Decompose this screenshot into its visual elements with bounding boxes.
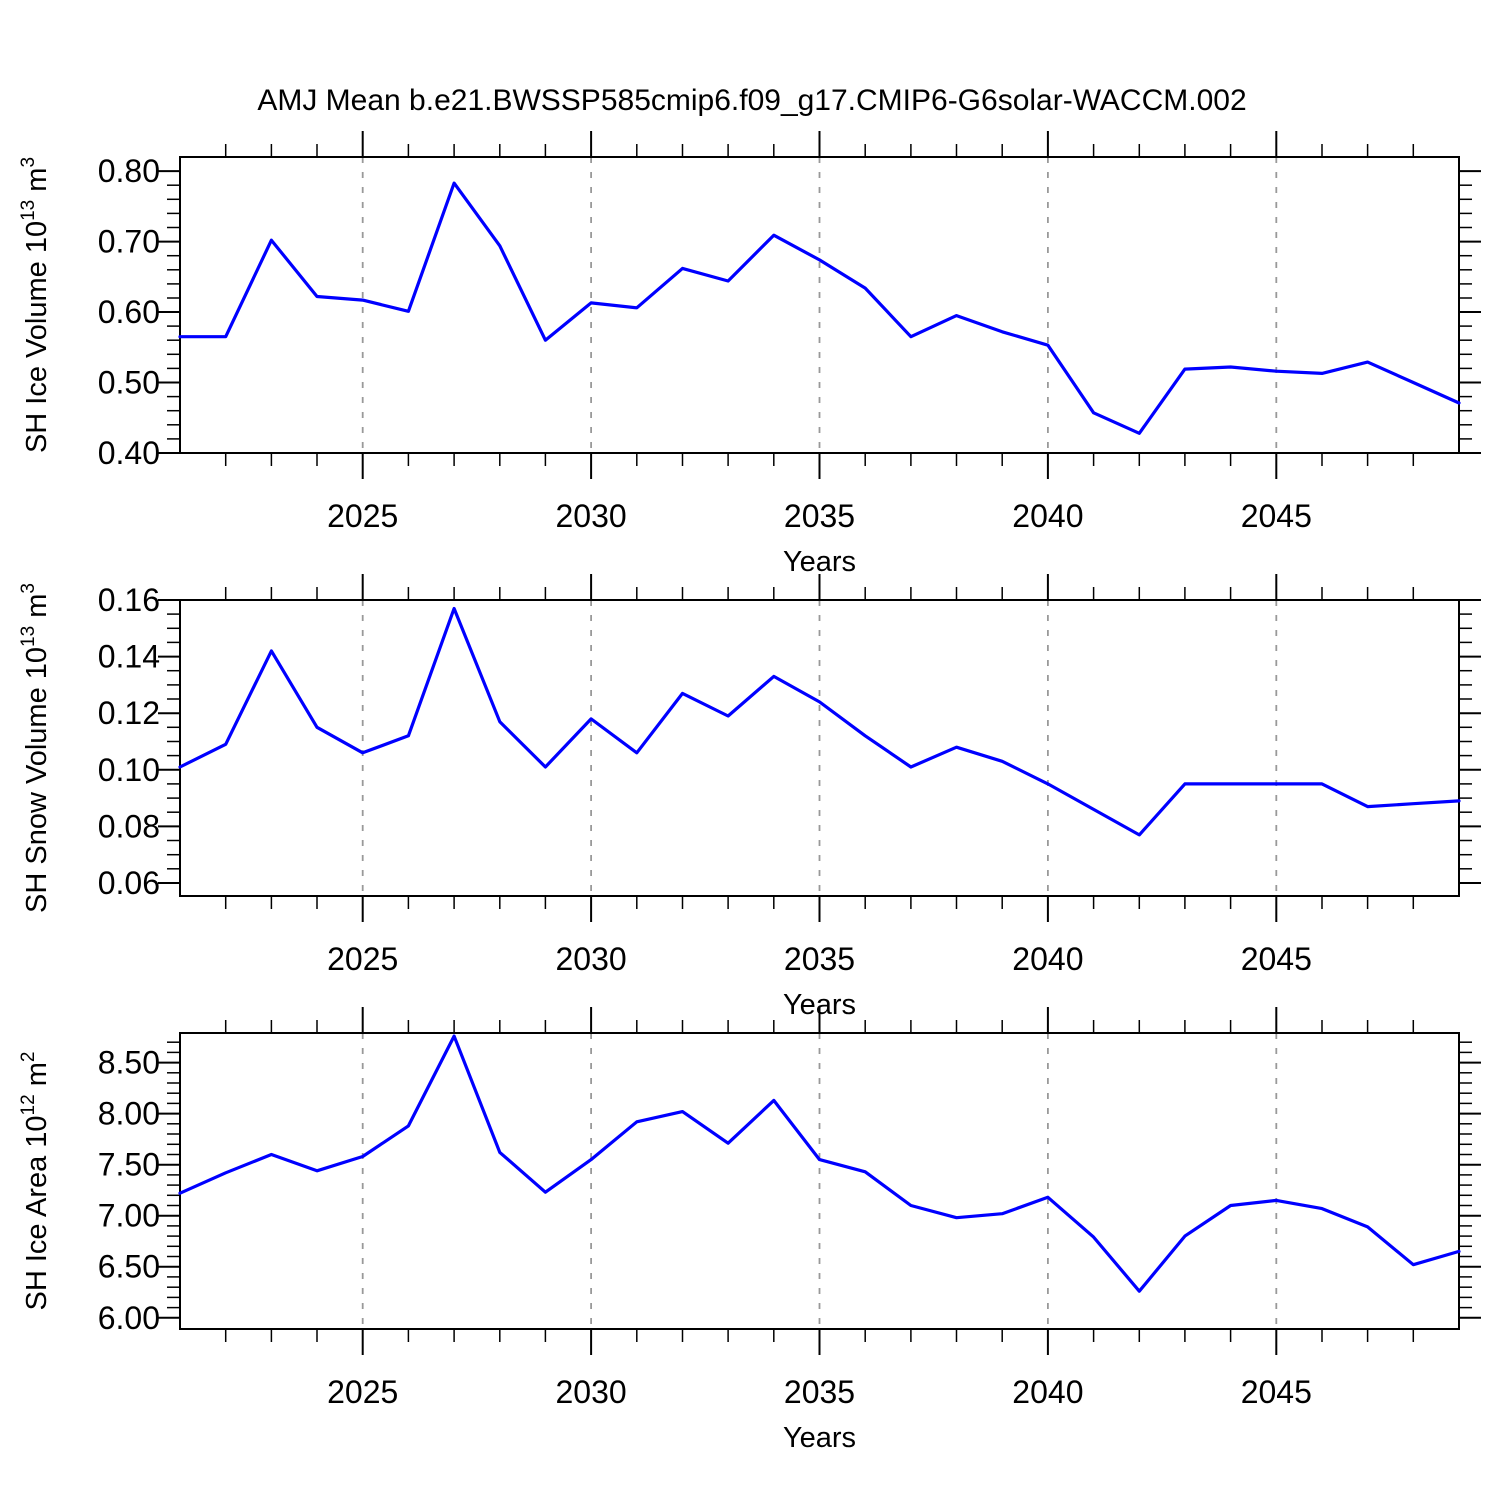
x-tick-label: 2035 xyxy=(784,941,855,977)
x-tick-label: 2035 xyxy=(784,1374,855,1410)
plot-frame xyxy=(179,599,1460,897)
panel-sh-ice-volume: 0.40 0.50 0.60 0.70 0.80 2025 2030 2035 2040 2045… xyxy=(18,131,1481,578)
x-tick-label: 2025 xyxy=(327,1374,398,1410)
x-tick-label: 2030 xyxy=(556,941,627,977)
y-axis-title: SH Ice Area 1012 m2 xyxy=(18,1052,53,1311)
panel-sh-ice-area: 6.00 6.50 7.00 7.50 8.00 8.50 2025 2030 2035 2040… xyxy=(18,1007,1481,1454)
plot-frame xyxy=(179,1032,1460,1330)
y-tick-label: 8.00 xyxy=(98,1096,160,1132)
y-tick-label: 0.06 xyxy=(98,865,160,901)
panel-sh-snow-volume: 0.06 0.08 0.10 0.12 0.14 0.16 2025 2030 2035 2040… xyxy=(18,574,1481,1021)
y-tick-label: 6.50 xyxy=(98,1249,160,1285)
y-tick-label: 6.00 xyxy=(98,1300,160,1336)
y-tick-label: 0.12 xyxy=(98,695,160,731)
x-axis-title: Years xyxy=(783,546,856,578)
y-tick-label: 7.00 xyxy=(98,1198,160,1234)
x-tick-label: 2045 xyxy=(1241,1374,1312,1410)
x-tick-label: 2040 xyxy=(1012,498,1083,534)
x-axis-title: Years xyxy=(783,1422,856,1454)
panels-group: 0.40 0.50 0.60 0.70 0.80 2025 2030 2035 2040 2045… xyxy=(18,131,1481,1454)
x-tick-label: 2040 xyxy=(1012,941,1083,977)
plot-frame xyxy=(179,156,1460,454)
x-tick-label: 2040 xyxy=(1012,1374,1083,1410)
data-line-sh-snow-volume xyxy=(178,606,1461,837)
y-tick-label: 8.50 xyxy=(98,1045,160,1081)
y-tick-label: 0.40 xyxy=(98,435,160,471)
y-axis-title: SH Snow Volume 1013 m3 xyxy=(18,583,53,913)
y-tick-label: 0.08 xyxy=(98,808,160,844)
x-tick-label: 2030 xyxy=(556,1374,627,1410)
x-tick-label: 2025 xyxy=(327,941,398,977)
x-tick-label: 2030 xyxy=(556,498,627,534)
y-tick-label: 0.50 xyxy=(98,365,160,401)
data-line-sh-ice-volume xyxy=(178,181,1461,435)
x-tick-label: 2025 xyxy=(327,498,398,534)
x-tick-label: 2045 xyxy=(1241,941,1312,977)
y-tick-label: 0.60 xyxy=(98,294,160,330)
data-line-sh-ice-area xyxy=(178,1034,1461,1293)
y-tick-label: 0.16 xyxy=(98,582,160,618)
y-tick-label: 0.14 xyxy=(98,639,160,675)
x-tick-label: 2035 xyxy=(784,498,855,534)
y-tick-label: 0.70 xyxy=(98,224,160,260)
y-tick-label: 7.50 xyxy=(98,1147,160,1183)
y-tick-label: 0.10 xyxy=(98,752,160,788)
x-tick-label: 2045 xyxy=(1241,498,1312,534)
y-axis-title: SH Ice Volume 1013 m3 xyxy=(18,157,53,453)
y-tick-label: 0.80 xyxy=(98,153,160,189)
chart-title: AMJ Mean b.e21.BWSSP585cmip6.f09_g17.CMI… xyxy=(257,84,1246,117)
